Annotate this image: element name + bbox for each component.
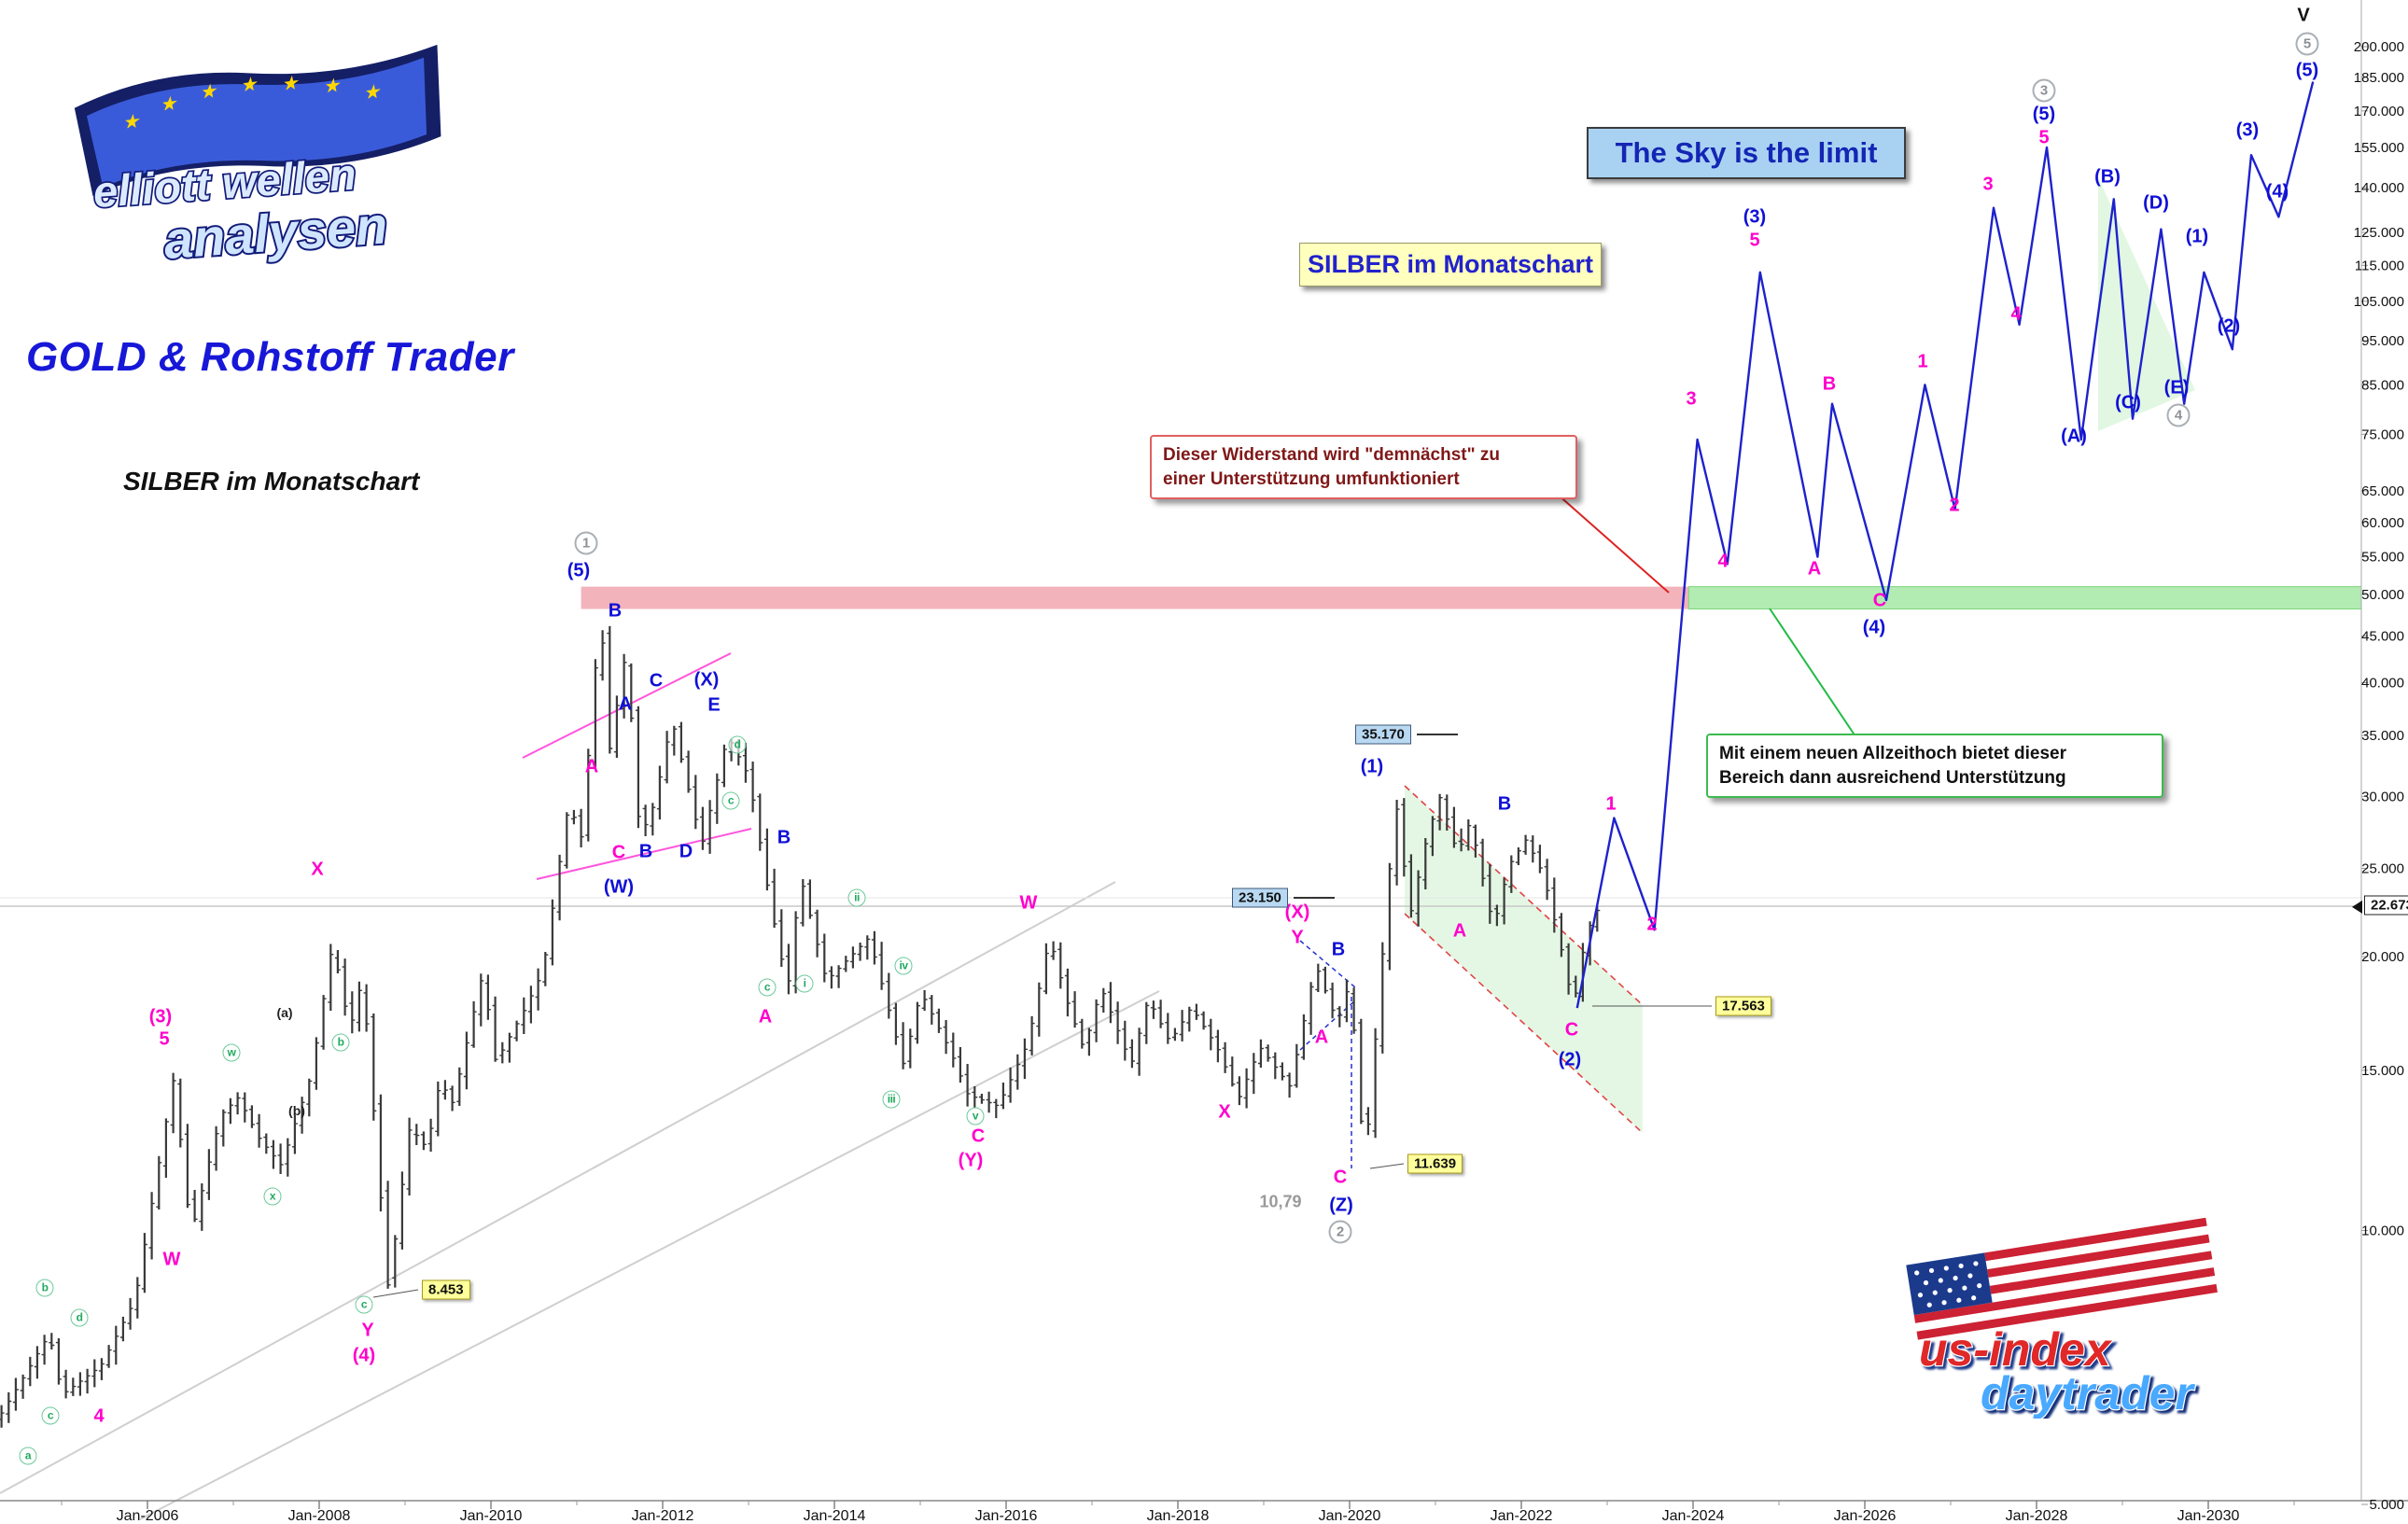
brand-title: GOLD & Rohstoff Trader <box>26 334 514 380</box>
svg-text:Jan-2030: Jan-2030 <box>2177 1508 2240 1524</box>
svg-text:Jan-2024: Jan-2024 <box>1662 1508 1725 1524</box>
svg-text:Jan-2014: Jan-2014 <box>804 1508 866 1524</box>
svg-text:★: ★ <box>200 81 219 102</box>
svg-text:55.000: 55.000 <box>2361 550 2404 566</box>
svg-text:105.000: 105.000 <box>2354 294 2404 310</box>
svg-text:35.000: 35.000 <box>2361 728 2404 744</box>
svg-text:★: ★ <box>122 111 142 132</box>
svg-text:95.000: 95.000 <box>2361 333 2404 349</box>
svg-text:★: ★ <box>160 93 179 114</box>
current-price-arrow-icon <box>2352 900 2362 914</box>
svg-text:40.000: 40.000 <box>2361 675 2404 691</box>
svg-text:75.000: 75.000 <box>2361 426 2404 442</box>
svg-text:155.000: 155.000 <box>2354 140 2404 156</box>
support-annotation: Mit einem neuen Allzeithoch bietet diese… <box>1706 734 2163 799</box>
price-bar-ticks <box>0 632 1601 1420</box>
logo-text-us-index: us-index <box>1919 1323 2113 1376</box>
elliott-wellen-logo: ★ ★ ★ ★ ★ ★ ★ elliott wellen analysen <box>74 45 441 272</box>
channel-border-bottom <box>1404 913 1644 1134</box>
svg-text:5.000: 5.000 <box>2369 1497 2404 1513</box>
trendline-magenta <box>522 652 732 759</box>
svg-text:170.000: 170.000 <box>2354 104 2404 119</box>
resistance-band <box>581 586 1689 609</box>
resistance-annotation: Dieser Widerstand wird "demnächst" zu ei… <box>1150 435 1577 500</box>
trendline-gray <box>139 990 1160 1520</box>
svg-text:Jan-2012: Jan-2012 <box>632 1508 694 1524</box>
price-bars <box>0 625 1599 1428</box>
svg-text:★: ★ <box>240 75 259 95</box>
us-flag-icon <box>1906 1218 2218 1340</box>
svg-text:★: ★ <box>363 82 383 103</box>
svg-text:Jan-2028: Jan-2028 <box>2006 1508 2068 1524</box>
svg-text:45.000: 45.000 <box>2361 629 2404 645</box>
svg-text:Jan-2026: Jan-2026 <box>1834 1508 1897 1524</box>
svg-text:65.000: 65.000 <box>2361 483 2404 499</box>
svg-text:60.000: 60.000 <box>2361 515 2404 531</box>
svg-text:50.000: 50.000 <box>2361 587 2404 603</box>
us-index-daytrader-logo: us-index daytrader <box>1906 1218 2218 1419</box>
svg-text:★: ★ <box>281 73 301 93</box>
trendline-gray <box>0 881 1116 1494</box>
svg-text:Jan-2006: Jan-2006 <box>117 1508 179 1524</box>
svg-text:185.000: 185.000 <box>2354 70 2404 86</box>
projection-wave-path <box>1575 81 2315 1009</box>
resistance-annotation-line1: Dieser Widerstand wird "demnächst" zu <box>1163 445 1500 465</box>
trendline-red <box>1556 493 1670 594</box>
svg-text:Jan-2016: Jan-2016 <box>975 1508 1038 1524</box>
chart-title-badge: SILBER im Monatschart <box>1299 243 1602 287</box>
eu-flag-icon: ★ ★ ★ ★ ★ ★ ★ <box>74 45 441 197</box>
svg-text:10.000: 10.000 <box>2361 1223 2404 1238</box>
svg-text:115.000: 115.000 <box>2355 258 2404 273</box>
logo-text-daytrader: daytrader <box>1981 1367 2195 1419</box>
y-axis-labels: 200.000 185.000 170.000 155.000 140.000 125.0… <box>2354 39 2404 1513</box>
svg-text:85.000: 85.000 <box>2361 377 2404 393</box>
svg-text:15.000: 15.000 <box>2361 1063 2404 1079</box>
svg-text:30.000: 30.000 <box>2361 789 2404 804</box>
svg-text:25.000: 25.000 <box>2361 861 2404 877</box>
support-band <box>1687 586 2362 610</box>
svg-text:Jan-2010: Jan-2010 <box>460 1508 523 1524</box>
svg-text:Jan-2022: Jan-2022 <box>1491 1508 1553 1524</box>
svg-text:Jan-2018: Jan-2018 <box>1147 1508 1210 1524</box>
svg-text:200.000: 200.000 <box>2354 39 2404 55</box>
trendline-magenta <box>536 828 752 880</box>
shaded-region <box>1405 786 1643 1133</box>
svg-text:★: ★ <box>323 76 343 96</box>
resistance-annotation-line2: einer Unterstützung umfunktioniert <box>1163 468 1460 489</box>
trendline-thin <box>1369 1163 1405 1169</box>
svg-text:140.000: 140.000 <box>2354 180 2404 196</box>
svg-text:20.000: 20.000 <box>2361 949 2404 965</box>
support-annotation-line1: Mit einem neuen Allzeithoch bietet diese… <box>1719 744 2066 763</box>
svg-text:Jan-2020: Jan-2020 <box>1319 1508 1381 1524</box>
x-axis-labels: Jan-2006 Jan-2008 Jan-2010 Jan-2012 Jan-2014… <box>61 1501 2295 1524</box>
trendline-green <box>1769 608 1856 737</box>
channel-border-top <box>1404 785 1644 1006</box>
svg-text:125.000: 125.000 <box>2354 225 2404 241</box>
trendline-thin <box>372 1289 419 1298</box>
shaded-region <box>2098 177 2195 431</box>
sky-is-the-limit-badge: The Sky is the limit <box>1587 127 1906 179</box>
support-annotation-line2: Bereich dann ausreichend Unterstützung <box>1719 767 2066 788</box>
svg-text:Jan-2008: Jan-2008 <box>288 1508 351 1524</box>
chart-subtitle: SILBER im Monatschart <box>123 467 420 496</box>
